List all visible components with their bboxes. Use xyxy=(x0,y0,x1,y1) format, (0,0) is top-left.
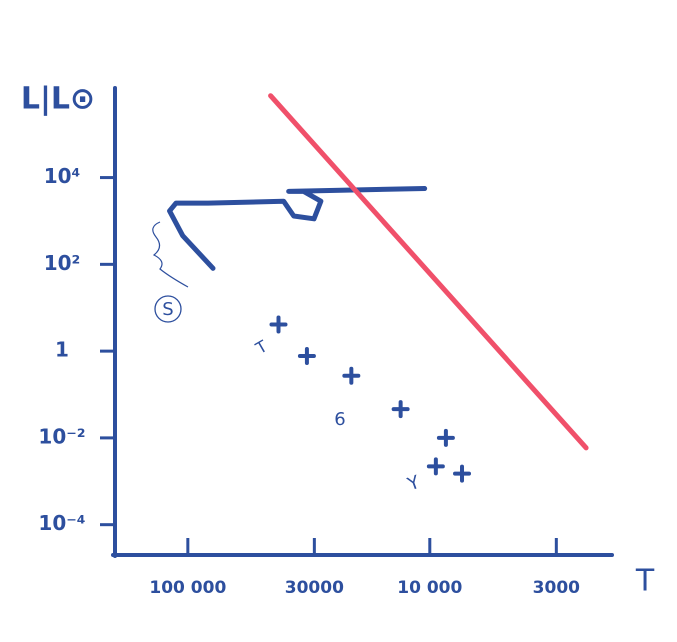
annotation: T xyxy=(252,336,271,358)
x-tick-label: 10 000 xyxy=(397,578,462,598)
y-tick-label: 10² xyxy=(44,251,81,275)
y-axis-label: L|L⊙ xyxy=(21,82,95,117)
star-point xyxy=(429,459,443,473)
star-point xyxy=(455,467,469,481)
x-tick-label: 30000 xyxy=(285,578,344,598)
annotation: S xyxy=(162,299,173,320)
y-tick-label: 10⁴ xyxy=(44,164,81,188)
chart: L|L⊙ T 10⁻⁴ 10⁻² 1 10² 10⁴ 100 000 30000 10 000… xyxy=(0,0,677,642)
star-point xyxy=(439,431,453,445)
y-tick-label: 1 xyxy=(55,338,69,362)
x-tick-label: 3000 xyxy=(533,578,580,598)
star-point xyxy=(344,369,358,383)
annotation: 6 xyxy=(334,409,345,430)
y-tick-label: 10⁻² xyxy=(38,424,85,448)
star-point xyxy=(271,318,285,332)
series-line xyxy=(271,96,586,448)
y-tick-label: 10⁻⁴ xyxy=(38,511,85,535)
annotation: Y xyxy=(404,471,423,495)
x-tick-label: 100 000 xyxy=(149,578,226,598)
star-point xyxy=(300,349,314,363)
star-point xyxy=(394,402,408,416)
x-axis-label: T xyxy=(635,564,655,599)
